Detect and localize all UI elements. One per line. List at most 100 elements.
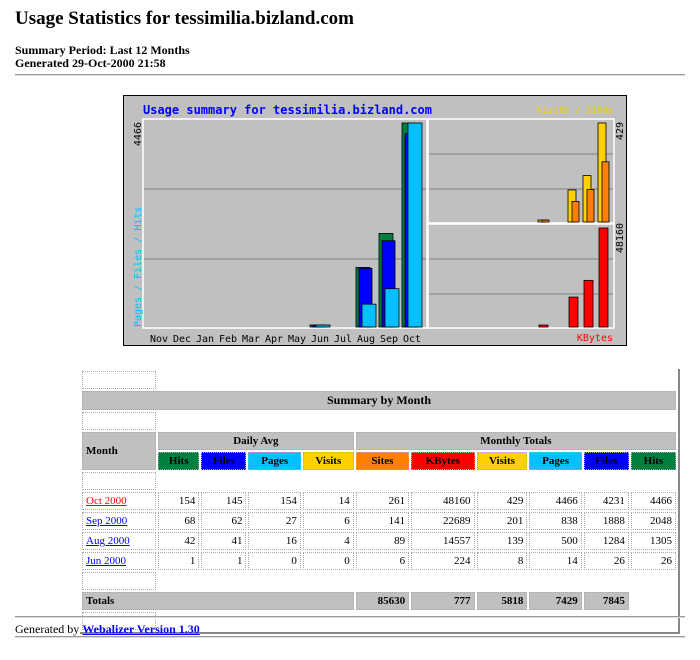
col-header-visits: Visits: [302, 452, 354, 470]
month-link[interactable]: Jun 2000: [86, 555, 127, 567]
value-cell: 6: [302, 512, 354, 530]
month-link[interactable]: Aug 2000: [86, 535, 130, 547]
value-cell: 62: [201, 512, 247, 530]
webalizer-link[interactable]: Webalizer Version 1.30: [82, 622, 200, 636]
value-cell: 42: [158, 532, 200, 550]
total-files: 7429: [529, 592, 582, 610]
kbytes-bar: [568, 296, 579, 328]
value-cell: 16: [248, 532, 301, 550]
usage-chart: Usage summary for tessimilia.bizland.com…: [133, 103, 626, 345]
value-cell: 68: [158, 512, 200, 530]
value-cell: 1284: [583, 532, 629, 550]
value-cell: 4231: [583, 492, 629, 510]
table-row: Sep 2000 68 62 27 6 141 22689 201 838 1888 2048: [82, 512, 676, 530]
value-cell: 27: [248, 512, 301, 530]
left-plot-frame: [142, 118, 428, 329]
value-cell: 154: [248, 492, 301, 510]
month-label: Dec: [173, 334, 191, 345]
total-hits: 7845: [583, 592, 629, 610]
value-cell: 26: [583, 552, 629, 570]
generated-date: Generated 29-Oct-2000 21:58: [15, 56, 166, 70]
kbytes-bar: [538, 324, 549, 328]
footer: Generated by Webalizer Version 1.30: [15, 622, 200, 637]
kbytes-bar: [598, 227, 609, 328]
usage-summary-graph: Usage summary for tessimilia.bizland.com…: [123, 95, 627, 346]
month-label: Feb: [219, 334, 237, 345]
value-cell: 6: [355, 552, 410, 570]
value-cell: 48160: [411, 492, 475, 510]
monthly-totals-header: Monthly Totals: [355, 432, 676, 450]
value-cell: 26: [630, 552, 676, 570]
pages-bar: [384, 288, 400, 328]
value-cell: 14557: [411, 532, 475, 550]
sites-bar: [571, 201, 580, 223]
value-cell: 154: [158, 492, 200, 510]
month-label: Apr: [265, 334, 283, 345]
value-cell: 0: [248, 552, 301, 570]
value-cell: 1888: [583, 512, 629, 530]
spacer: [82, 412, 156, 430]
value-cell: 1305: [630, 532, 676, 550]
summary-table: Summary by Month Month Daily Avg Monthly…: [80, 369, 680, 634]
value-cell: 0: [302, 552, 354, 570]
total-pages: 5818: [476, 592, 528, 610]
month-label: Aug: [357, 334, 375, 345]
total-visits: 777: [411, 592, 475, 610]
divider: [15, 636, 685, 638]
value-cell: 2048: [630, 512, 676, 530]
month-label: Sep: [380, 334, 398, 345]
value-cell: 224: [411, 552, 475, 570]
month-label: Mar: [242, 334, 260, 345]
month-label: Oct: [403, 334, 421, 345]
left-axis-label: Pages / Files / Hits: [133, 207, 144, 327]
kbytes-plot-frame: [427, 223, 615, 329]
table-row: Jun 2000 1 1 0 0 6 224 8 14 26 26: [82, 552, 676, 570]
month-label: May: [288, 334, 306, 345]
col-header-hits: Hits: [158, 452, 200, 470]
divider: [15, 74, 685, 76]
month-label: Jul: [334, 334, 352, 345]
value-cell: 4: [302, 532, 354, 550]
pages-bar: [407, 122, 423, 328]
month-label: Nov: [150, 334, 168, 345]
value-cell: 14: [302, 492, 354, 510]
value-cell: 838: [529, 512, 582, 530]
value-cell: 1: [201, 552, 247, 570]
table-title: Summary by Month: [82, 391, 676, 410]
value-cell: 145: [201, 492, 247, 510]
value-cell: 201: [476, 512, 528, 530]
value-cell: 4466: [630, 492, 676, 510]
month-link[interactable]: Oct 2000: [86, 495, 127, 507]
totals-label: Totals: [82, 592, 354, 610]
month-cell: Sep 2000: [82, 512, 156, 530]
spacer: [82, 472, 156, 490]
visits-sites-legend: Visits / Sites: [537, 106, 613, 116]
col-header-visits: Visits: [476, 452, 528, 470]
footer-prefix: Generated by: [15, 622, 80, 636]
value-cell: 261: [355, 492, 410, 510]
col-header-pages: Pages: [248, 452, 301, 470]
sites-bar: [601, 161, 610, 223]
month-cell: Aug 2000: [82, 532, 156, 550]
kbytes-legend: KBytes: [577, 333, 613, 344]
month-link[interactable]: Sep 2000: [86, 515, 128, 527]
pages-bar: [361, 303, 377, 328]
visits-max-label: 429: [615, 122, 626, 140]
month-cell: Jun 2000: [82, 552, 156, 570]
month-label: Jan: [196, 334, 214, 345]
spacer: [82, 612, 156, 630]
month-header: Month: [82, 432, 156, 470]
value-cell: 429: [476, 492, 528, 510]
col-header-sites: Sites: [355, 452, 410, 470]
value-cell: 1: [158, 552, 200, 570]
table-row: Aug 2000 42 41 16 4 89 14557 139 500 1284 1305: [82, 532, 676, 550]
value-cell: 4466: [529, 492, 582, 510]
value-cell: 14: [529, 552, 582, 570]
sites-bar: [586, 189, 595, 223]
total-kbytes: 85630: [355, 592, 410, 610]
value-cell: 141: [355, 512, 410, 530]
pages-bar: [315, 324, 331, 328]
summary-info: Summary Period: Last 12 Months Generated…: [15, 44, 190, 70]
chart-title: Usage summary for tessimilia.bizland.com: [143, 103, 432, 117]
visits-plot-frame: [427, 118, 615, 224]
